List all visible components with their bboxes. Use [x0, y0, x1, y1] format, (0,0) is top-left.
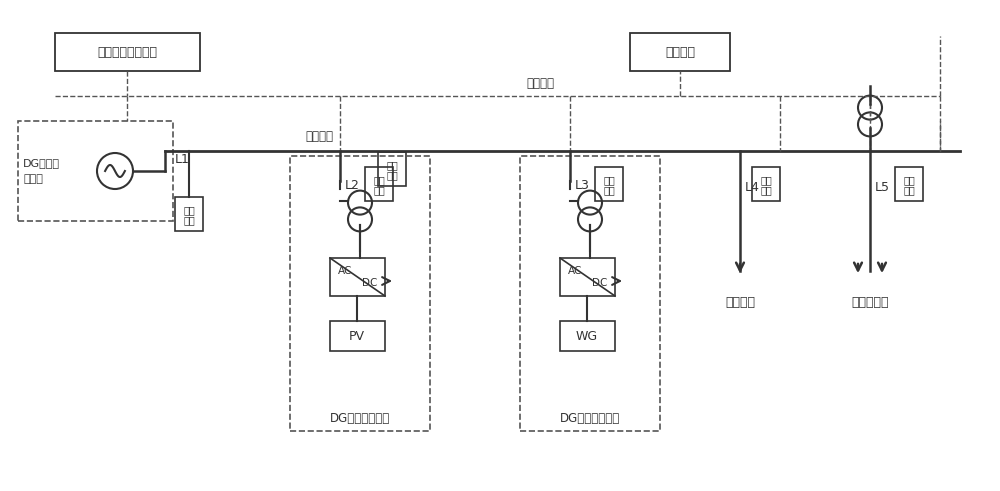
Text: DC: DC: [362, 278, 377, 288]
Text: 继保: 继保: [386, 170, 398, 180]
Text: 继保: 继保: [760, 185, 772, 195]
Bar: [18, 121, 173, 221]
Text: 继保: 继保: [603, 185, 615, 195]
Text: 配电线路: 配电线路: [305, 130, 333, 143]
Text: 线路: 线路: [386, 160, 398, 170]
Text: L2: L2: [345, 179, 360, 192]
Bar: [290, 156, 430, 431]
Text: DG光伏发电系统: DG光伏发电系统: [330, 412, 390, 426]
Text: 信息线路: 信息线路: [526, 77, 554, 89]
Text: 继保: 继保: [183, 215, 195, 225]
Text: DC: DC: [592, 278, 607, 288]
Text: DG风机发电系统: DG风机发电系统: [560, 412, 620, 426]
Text: 线路: 线路: [903, 175, 915, 185]
Text: L1: L1: [175, 153, 190, 166]
Text: WG: WG: [576, 329, 598, 343]
Text: 线路: 线路: [760, 175, 772, 185]
Text: 线路: 线路: [183, 205, 195, 215]
Text: 继保: 继保: [903, 185, 915, 195]
Text: 继保: 继保: [373, 185, 385, 195]
Text: 监控系统: 监控系统: [665, 46, 695, 58]
Text: AC: AC: [338, 266, 353, 276]
Text: 办公区负载: 办公区负载: [851, 296, 889, 309]
Text: L3: L3: [575, 179, 590, 192]
Text: 线路: 线路: [603, 175, 615, 185]
Text: L4: L4: [745, 181, 760, 194]
Text: 电系统: 电系统: [23, 174, 43, 184]
Text: PV: PV: [349, 329, 365, 343]
Text: 气象数据采集系统: 气象数据采集系统: [98, 46, 158, 58]
Text: AC: AC: [568, 266, 583, 276]
Text: L5: L5: [875, 181, 890, 194]
Bar: [520, 156, 660, 431]
Text: 线路: 线路: [373, 175, 385, 185]
Text: DG柴油发: DG柴油发: [23, 158, 60, 168]
Text: 阻性负载: 阻性负载: [725, 296, 755, 309]
